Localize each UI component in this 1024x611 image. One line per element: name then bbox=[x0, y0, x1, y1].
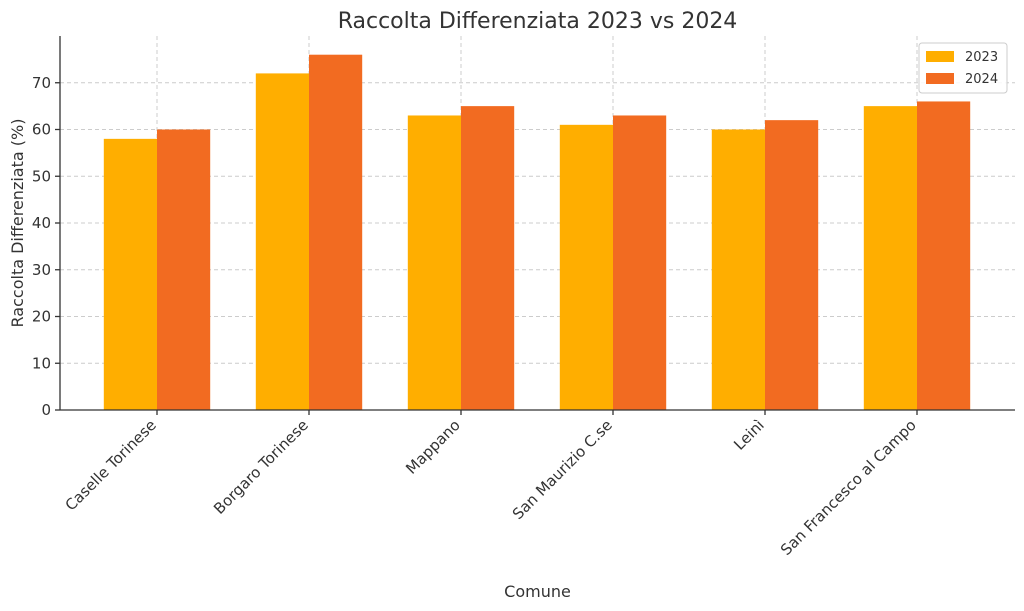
x-ticks: Caselle Torinese Borgaro Torinese Mappano S… bbox=[62, 410, 920, 559]
bar-2024-0 bbox=[157, 129, 211, 410]
x-tick-label: Caselle Torinese bbox=[62, 416, 160, 514]
y-ticks: 0 10 20 30 40 50 60 70 bbox=[32, 74, 60, 419]
bar-2023-3 bbox=[559, 124, 613, 410]
bar-2024-5 bbox=[917, 101, 971, 410]
y-axis-label: Raccolta Differenziata (%) bbox=[8, 119, 27, 328]
legend-swatch-2024 bbox=[926, 73, 954, 84]
bar-2024-1 bbox=[309, 54, 363, 410]
bar-2024-2 bbox=[461, 106, 515, 410]
y-tick-label: 30 bbox=[32, 261, 51, 279]
bar-2024-4 bbox=[765, 120, 819, 411]
x-tick-label: Mappano bbox=[402, 416, 464, 478]
y-tick-label: 60 bbox=[32, 121, 51, 139]
bar-2024-3 bbox=[613, 115, 667, 410]
y-tick-label: 40 bbox=[32, 214, 51, 232]
bar-2023-0 bbox=[103, 138, 157, 410]
x-tick-label: San Maurizio C.se bbox=[509, 416, 616, 523]
x-axis-label: Comune bbox=[504, 582, 571, 601]
bar-2023-5 bbox=[863, 106, 917, 410]
bar-2023-4 bbox=[711, 129, 765, 410]
x-tick-label: San Francesco al Campo bbox=[777, 416, 920, 559]
x-tick-label: Leinì bbox=[730, 416, 768, 454]
y-tick-label: 10 bbox=[32, 354, 51, 372]
legend: 2023 2024 bbox=[918, 42, 1008, 94]
chart-title: Raccolta Differenziata 2023 vs 2024 bbox=[338, 9, 738, 34]
legend-label-2024: 2024 bbox=[965, 72, 998, 87]
bars-layer bbox=[103, 54, 971, 411]
y-tick-label: 70 bbox=[32, 74, 51, 92]
legend-swatch-2023 bbox=[926, 51, 954, 62]
y-tick-label: 20 bbox=[32, 308, 51, 326]
legend-label-2023: 2023 bbox=[965, 50, 998, 65]
y-tick-label: 50 bbox=[32, 167, 51, 185]
bar-2023-1 bbox=[255, 73, 309, 411]
x-tick-label: Borgaro Torinese bbox=[210, 416, 312, 518]
bar-2023-2 bbox=[407, 115, 461, 410]
y-tick-label: 0 bbox=[41, 401, 51, 419]
